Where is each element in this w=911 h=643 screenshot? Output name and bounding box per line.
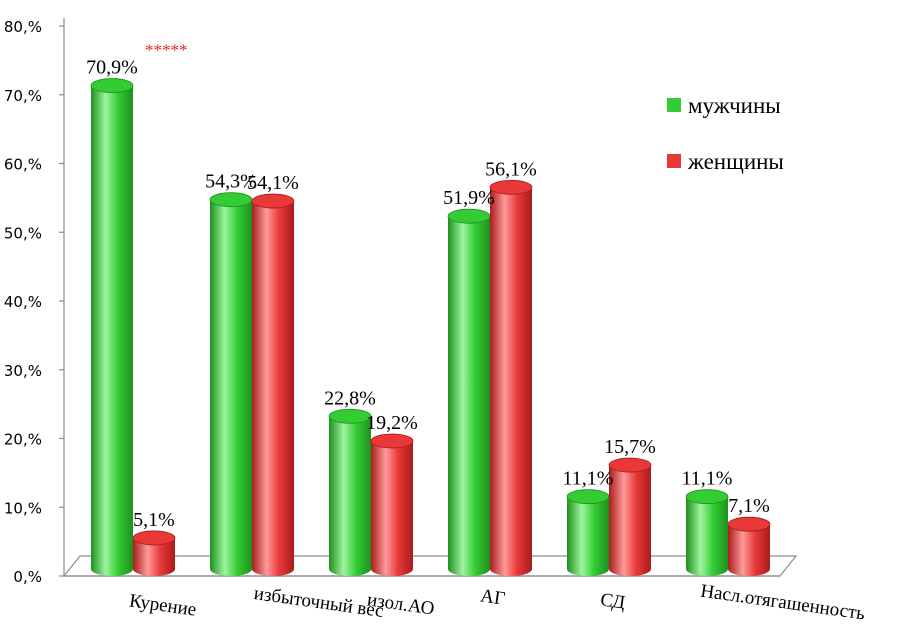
bar-top [447,208,491,224]
bar-body [252,201,294,576]
bar-top [566,489,610,505]
data-label: 56,1% [485,158,537,180]
category-label: АГ [479,585,506,609]
category-label: СД [599,589,626,613]
y-tick-label: 60,% [4,156,42,174]
bar-top [370,433,414,449]
bars [90,78,771,576]
data-labels: 70,9% 5,1% 54,3%54,1% 22,8% 19,2% 51,9% 56,1% 1… [86,41,770,531]
bar [727,516,771,576]
category-label: Курение [128,590,198,620]
bar-top [209,192,253,208]
bar-body [91,85,133,576]
bar [608,457,652,576]
y-tick-label: 50,% [4,224,42,242]
category-label: Насл.отягашенность [699,581,867,625]
bar [489,179,533,576]
bar-top [608,457,652,473]
y-tick-label: 40,% [4,293,42,311]
bar-body [133,537,175,576]
data-label: 19,2% [366,412,418,434]
data-label: 54,3% [205,171,257,193]
legend-label: женщины [687,149,784,174]
legend-item: женщины [667,149,784,174]
bar [447,208,491,576]
legend: мужчины женщины [667,93,784,174]
bar [251,193,295,576]
data-label: 11,1% [682,468,733,490]
data-label: 11,1% [563,468,614,490]
bar-top [251,193,295,209]
data-label: 7,1% [728,495,770,517]
data-label: 5,1% [133,509,175,531]
bar [90,78,134,576]
data-label: 54,1% [247,172,299,194]
legend-swatch [667,154,681,168]
y-tick-label: 10,% [4,499,42,517]
bar [685,489,729,576]
bar-top [132,530,176,546]
bar-top [90,78,134,93]
data-label: 15,7% [604,436,656,458]
legend-label: мужчины [688,93,781,118]
bar-top [727,516,771,532]
data-label: 70,9% [86,57,138,79]
y-axis: 0,% 10,% 20,% 30,% 40,% 50,% 60,% 70,% 80,% [4,18,65,586]
bar-body [686,496,728,576]
bar-body [448,216,490,576]
bar-body [567,496,609,576]
legend-swatch [667,98,681,112]
bar [132,530,176,576]
bar [370,433,414,576]
y-tick-label: 70,% [4,87,42,105]
bar-body [728,524,770,576]
y-tick-label: 0,% [13,568,42,586]
bar-top [685,489,729,505]
y-tick-label: 30,% [4,362,42,380]
y-tick-label: 20,% [4,431,42,449]
y-tick-label: 80,% [4,18,42,36]
bar-body [210,199,252,576]
bar [209,192,253,576]
significance-annotation: ***** [145,41,188,60]
bar-body [329,416,371,576]
bar-body [490,187,532,576]
bar-body [371,441,413,576]
bar-top [489,179,533,195]
bar [328,408,372,576]
data-label: 22,8% [324,387,376,409]
data-label: 51,9% [443,187,495,209]
bar [566,489,610,576]
bar-body [609,465,651,576]
category-label: избыточный вес [253,583,385,622]
legend-item: мужчины [667,93,781,118]
bar-top [328,408,372,424]
